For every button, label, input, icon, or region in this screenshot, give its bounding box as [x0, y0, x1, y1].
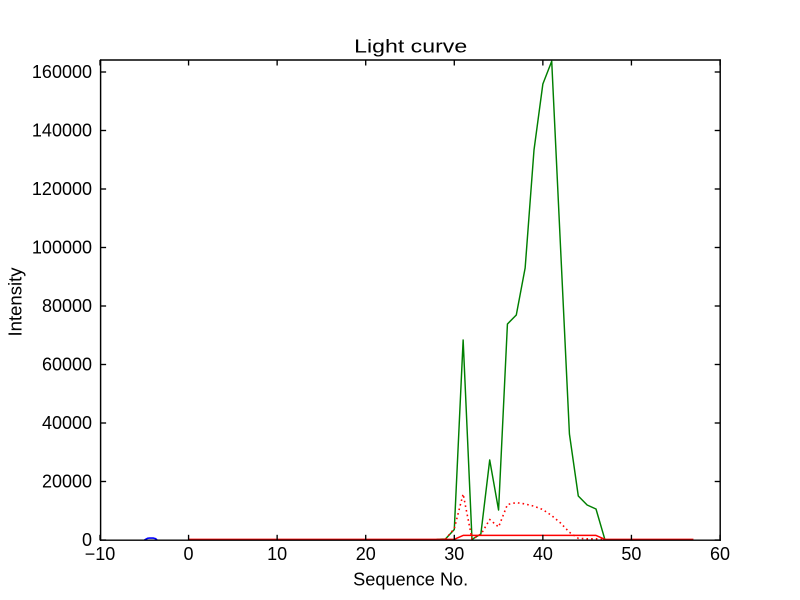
svg-text:20: 20 — [356, 544, 376, 564]
svg-text:80000: 80000 — [42, 296, 92, 316]
svg-text:140000: 140000 — [32, 120, 92, 140]
svg-text:10: 10 — [267, 544, 287, 564]
svg-text:160000: 160000 — [32, 62, 92, 82]
svg-text:100000: 100000 — [32, 237, 92, 257]
svg-text:30: 30 — [444, 544, 464, 564]
svg-text:Intensity: Intensity — [6, 268, 26, 337]
svg-text:Sequence No.: Sequence No. — [353, 569, 468, 589]
svg-text:Light curve: Light curve — [354, 36, 467, 56]
svg-text:40: 40 — [533, 544, 553, 564]
svg-text:50: 50 — [621, 544, 641, 564]
svg-text:60: 60 — [710, 544, 730, 564]
svg-text:20000: 20000 — [42, 471, 92, 491]
svg-text:40000: 40000 — [42, 413, 92, 433]
svg-text:0: 0 — [82, 530, 92, 550]
svg-text:60000: 60000 — [42, 354, 92, 374]
svg-text:120000: 120000 — [32, 179, 92, 199]
svg-text:−10: −10 — [85, 544, 116, 564]
svg-text:0: 0 — [184, 544, 194, 564]
